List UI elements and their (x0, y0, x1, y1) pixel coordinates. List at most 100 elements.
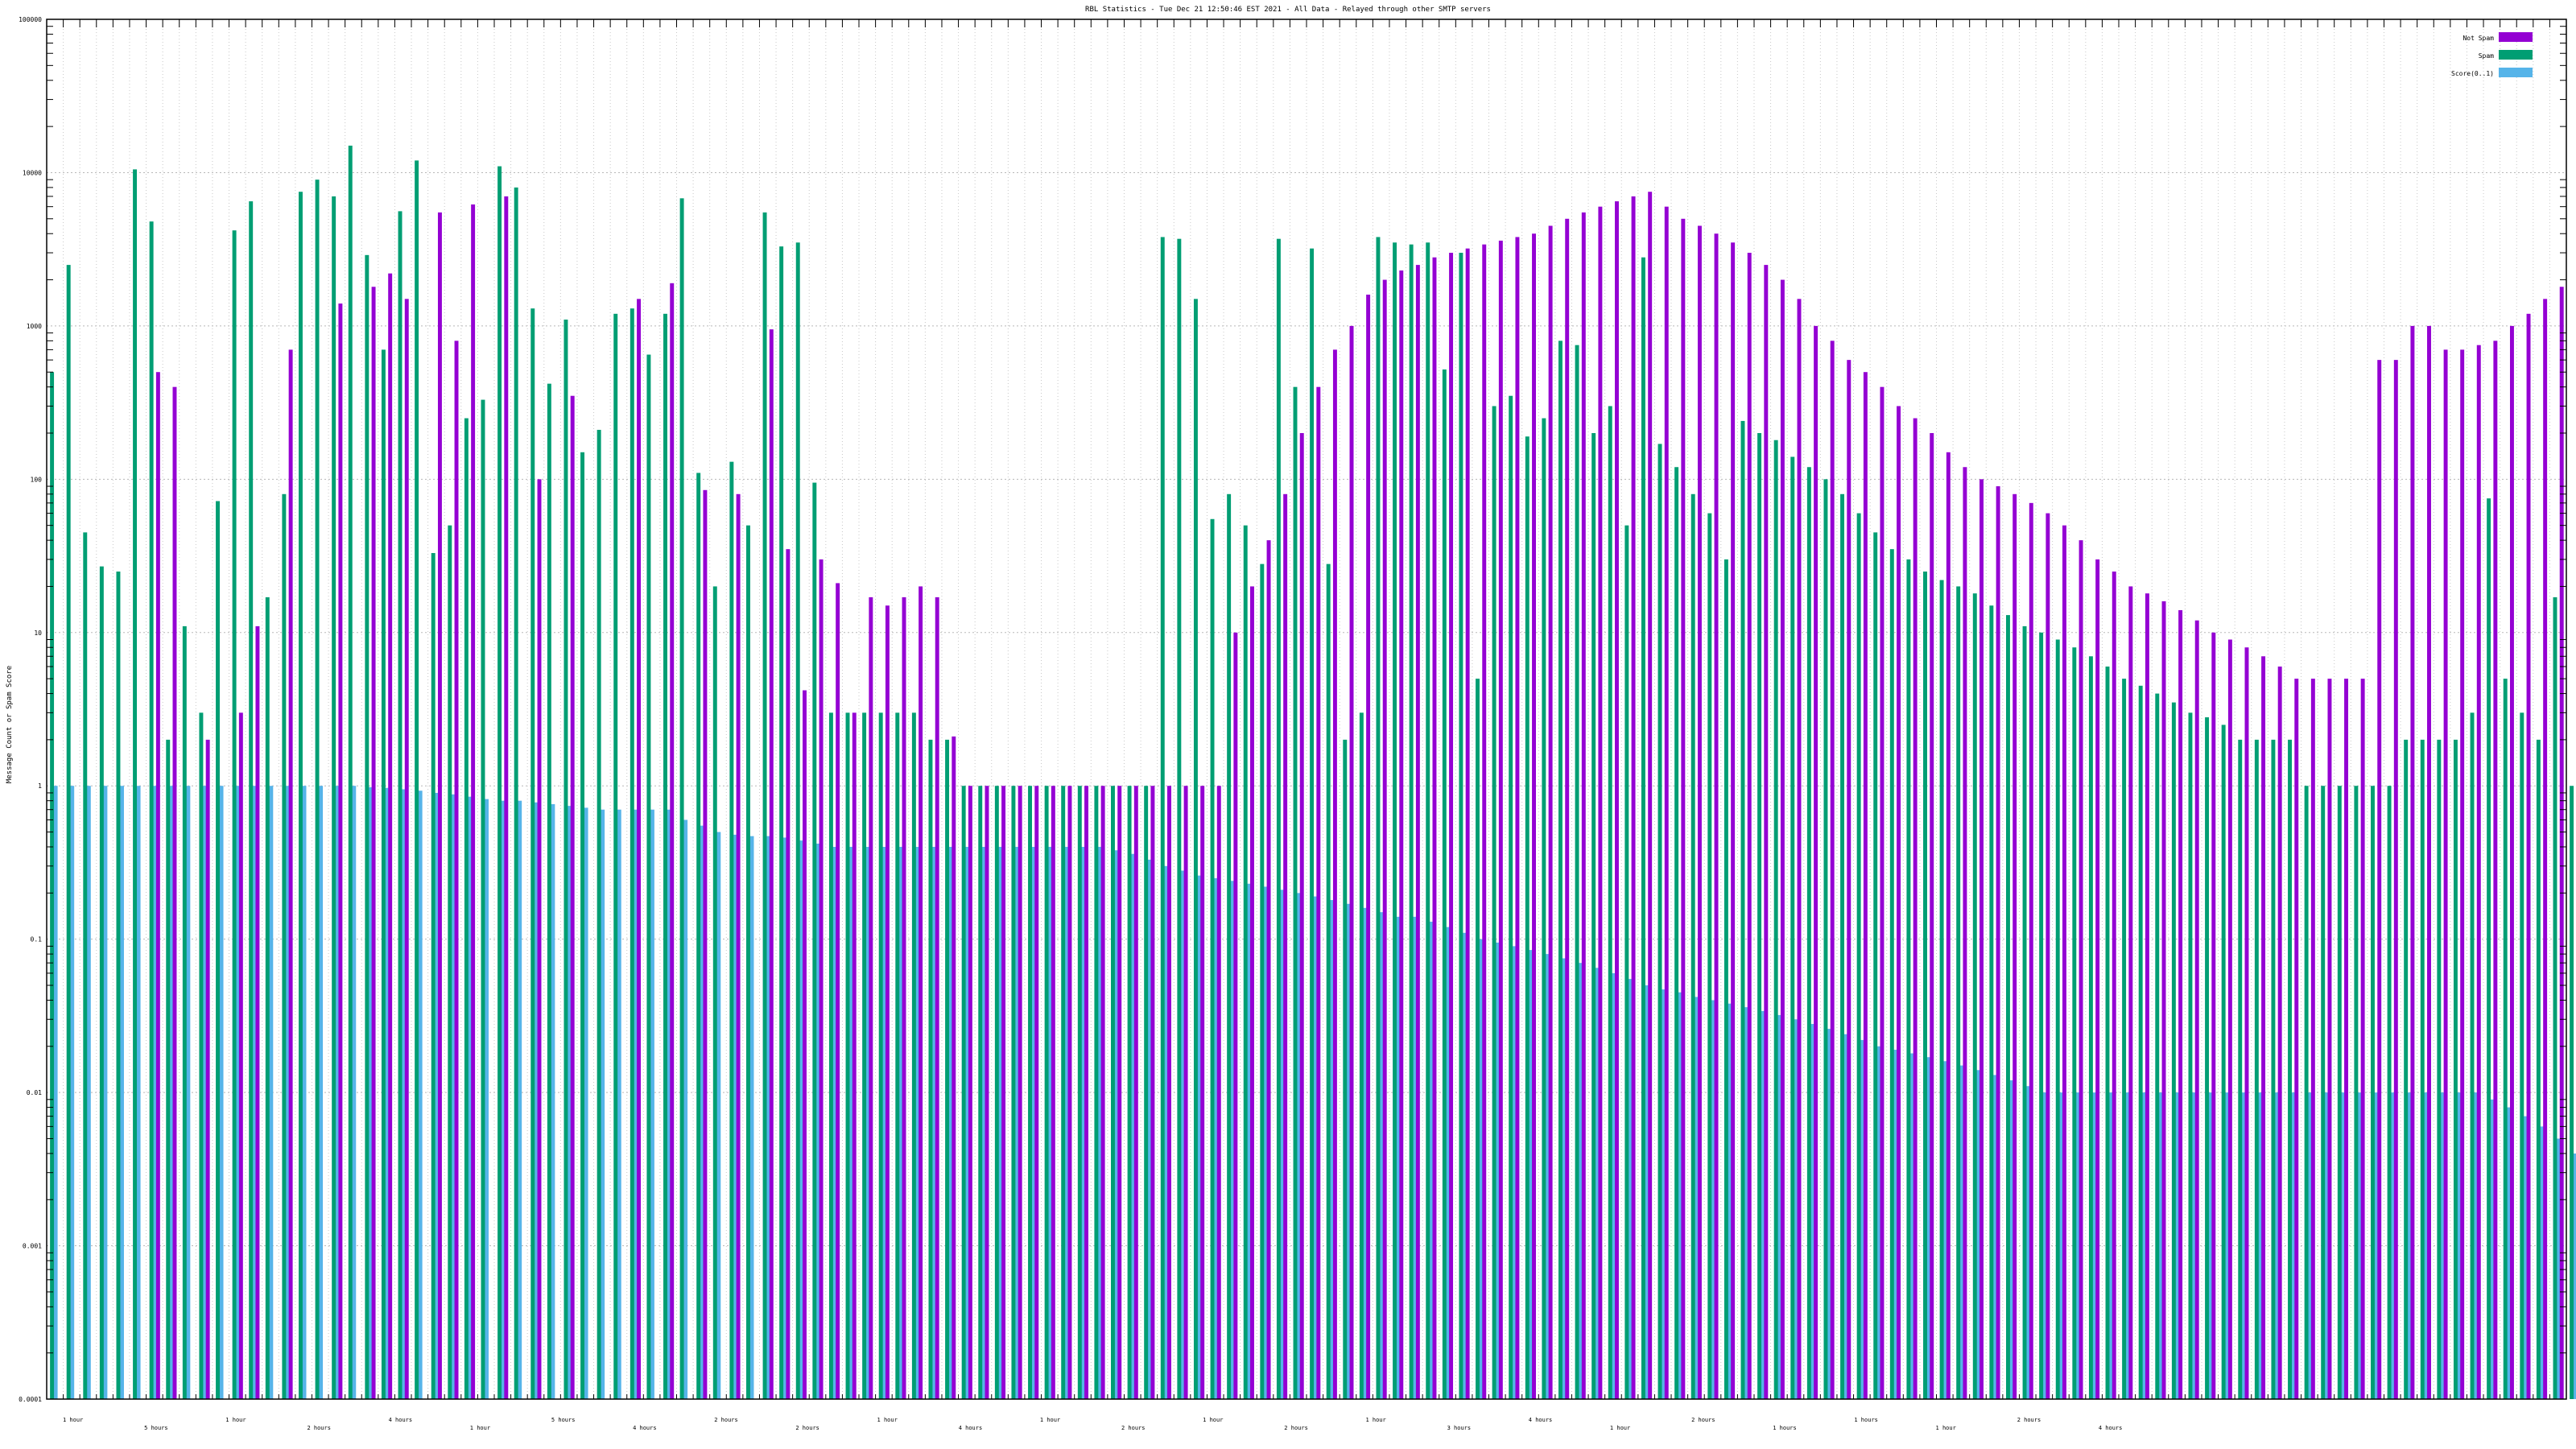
bar-spam (1840, 493, 1845, 1399)
y-tick-label: 0.01 (27, 1089, 42, 1096)
bar-not-spam (769, 329, 774, 1399)
bar-not-spam (2029, 502, 2033, 1400)
bar-score (2573, 1153, 2576, 1399)
bar-score (965, 847, 970, 1399)
bar-spam (2254, 739, 2259, 1399)
bar-score (2241, 1092, 2246, 1399)
bar-not-spam (437, 212, 442, 1400)
bar-score (733, 834, 737, 1399)
bar-spam (2188, 712, 2193, 1399)
bar-not-spam (1200, 786, 1205, 1399)
bar-not-spam (2244, 647, 2249, 1399)
bar-score (501, 800, 506, 1399)
bar-score (1230, 881, 1235, 1399)
bar-score (1529, 950, 1534, 1399)
chart-title: RBL Statistics - Tue Dec 21 12:50:46 EST… (1085, 6, 1491, 14)
bar-not-spam (2377, 360, 2382, 1399)
bar-spam (597, 429, 601, 1399)
bar-not-spam (2277, 667, 2282, 1399)
bar-score (832, 847, 837, 1399)
bar-score (335, 786, 340, 1399)
bar-not-spam (404, 299, 409, 1400)
bar-not-spam (869, 597, 873, 1399)
bar-spam (1624, 525, 1629, 1399)
y-tick-label: 10 (34, 630, 42, 637)
bar-not-spam (2261, 656, 2266, 1399)
bar-spam (895, 712, 900, 1399)
bar-spam (1939, 580, 1944, 1399)
bar-score (518, 800, 522, 1399)
bar-spam (1923, 571, 1927, 1399)
x-group-label: 2 hours (1121, 1425, 1146, 1431)
bar-spam (1542, 418, 1546, 1399)
bar-spam (1724, 559, 1728, 1400)
bar-score (1462, 932, 1467, 1399)
bar-spam (2553, 597, 2557, 1399)
bar-spam (862, 712, 867, 1399)
bar-score (1380, 912, 1384, 1399)
bar-score (915, 847, 920, 1399)
bar-score (1810, 1023, 1815, 1399)
bar-not-spam (1266, 540, 1271, 1399)
bar-spam (1210, 518, 1215, 1400)
bar-not-spam (205, 739, 210, 1399)
bar-not-spam (1399, 270, 1404, 1400)
bar-spam (431, 553, 436, 1399)
x-group-label: 2 hours (307, 1425, 331, 1431)
bar-spam (1790, 456, 1795, 1399)
bar-not-spam (637, 299, 642, 1400)
bar-spam (696, 473, 701, 1399)
bar-score (849, 847, 854, 1399)
bar-score (2291, 1092, 2296, 1399)
bar-score (2391, 1092, 2396, 1399)
bar-score (2125, 1092, 2130, 1399)
bar-not-spam (2128, 586, 2133, 1399)
x-group-label: 2 hours (2017, 1417, 2041, 1423)
bar-spam (1409, 244, 1414, 1400)
bar-spam (1459, 253, 1463, 1399)
bar-spam (1011, 786, 1016, 1399)
bar-score (2490, 1099, 2495, 1399)
bar-not-spam (1731, 242, 1736, 1399)
bar-spam (83, 532, 88, 1399)
x-group-label: 1 hour (225, 1417, 246, 1423)
bar-score (634, 809, 638, 1399)
bar-spam (1989, 605, 1994, 1399)
bar-score (1247, 883, 1252, 1399)
bar-spam (2288, 739, 2292, 1399)
bar-spam (1144, 786, 1149, 1399)
bar-not-spam (985, 786, 989, 1399)
bar-spam (514, 187, 518, 1400)
bar-score (1843, 1034, 1848, 1399)
bar-spam (116, 571, 121, 1399)
bar-spam (712, 586, 717, 1399)
bar-spam (1160, 237, 1165, 1400)
bar-spam (945, 739, 950, 1399)
legend-label: Not Spam (2462, 35, 2494, 42)
bar-score (1197, 875, 1202, 1399)
bar-not-spam (1565, 218, 1570, 1399)
bar-score (1413, 916, 1418, 1399)
y-axis-title: Message Count or Spam Score (6, 666, 14, 783)
bar-not-spam (1299, 433, 1304, 1399)
bar-spam (679, 198, 684, 1400)
bar-spam (166, 739, 171, 1399)
bar-spam (2005, 615, 2010, 1399)
bar-score (86, 786, 91, 1399)
bar-score (1048, 847, 1053, 1399)
bar-score (1363, 907, 1368, 1399)
bar-score (1346, 903, 1351, 1399)
bar-not-spam (2227, 639, 2232, 1399)
bar-spam (1591, 433, 1596, 1399)
bar-spam (2570, 786, 2574, 1399)
bar-score (1777, 1014, 1782, 1399)
bar-not-spam (2194, 620, 2199, 1399)
bar-spam (265, 597, 270, 1399)
bar-score (2225, 1092, 2230, 1399)
bar-spam (2122, 679, 2127, 1399)
bar-score (1147, 859, 1152, 1399)
bar-not-spam (2360, 679, 2365, 1399)
x-group-label: 1 hour (1040, 1417, 1060, 1423)
bar-spam (547, 383, 551, 1400)
